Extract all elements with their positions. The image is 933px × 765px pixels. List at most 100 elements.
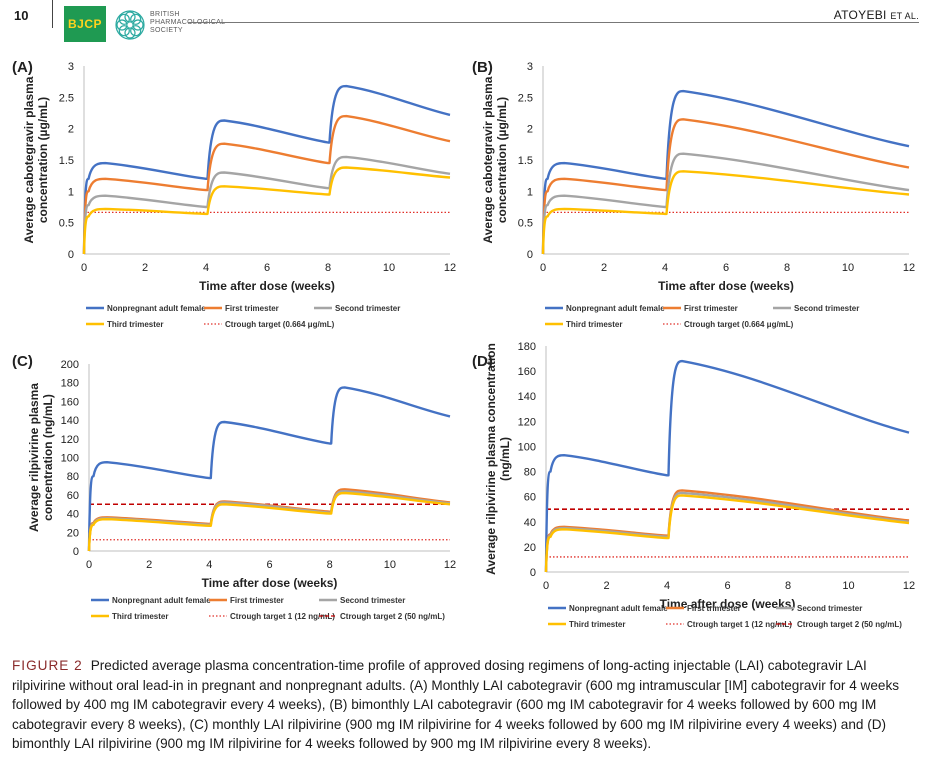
legend-label: Nonpregnant adult female	[107, 304, 206, 313]
panel-label: (A)	[12, 59, 33, 76]
series-line	[82, 166, 451, 255]
y-axis-title-line: (ng/mL)	[498, 437, 512, 481]
journal-logo: BJCP	[64, 6, 106, 42]
author-name: ATOYEBI	[833, 8, 887, 22]
y-tick-label: 2.5	[59, 92, 74, 104]
society-line: PHARMACOLOGICAL	[150, 19, 225, 27]
y-tick-label: 20	[524, 542, 536, 554]
y-tick-label: 1.5	[518, 155, 533, 167]
series-line	[87, 491, 451, 552]
legend-label: First trimester	[684, 304, 738, 313]
x-tick-label: 12	[444, 262, 456, 274]
series-line	[544, 494, 910, 573]
x-tick-label: 10	[842, 262, 854, 274]
y-axis-title-line: concentration (ng/mL)	[41, 394, 55, 521]
x-tick-label: 2	[146, 559, 152, 571]
y-tick-label: 0	[530, 567, 536, 579]
y-tick-label: 80	[67, 471, 79, 483]
legend-label: Ctrough target 2 (50 ng/mL)	[797, 620, 902, 629]
society-line: SOCIETY	[150, 27, 183, 34]
x-tick-label: 12	[444, 559, 456, 571]
legend-label: Ctrough target (0.664 μg/mL)	[225, 320, 335, 329]
series-line	[541, 118, 910, 255]
caption-label: FIGURE 2	[12, 658, 83, 673]
legend-label: First trimester	[687, 604, 741, 613]
y-tick-label: 60	[67, 490, 79, 502]
legend-label: Third trimester	[107, 320, 163, 329]
y-tick-label: 40	[524, 517, 536, 529]
y-tick-label: 1	[527, 186, 533, 198]
y-axis-title-line: Average rilpivirine plasma concentration	[484, 343, 498, 575]
x-tick-label: 0	[81, 262, 87, 274]
series-line	[82, 84, 451, 255]
y-tick-label: 120	[61, 434, 79, 446]
legend-label: Ctrough target (0.664 μg/mL)	[684, 320, 794, 329]
x-tick-label: 8	[785, 580, 791, 592]
figure-caption: FIGURE 2 Predicted average plasma concent…	[12, 656, 917, 754]
page-number: 10	[14, 8, 29, 23]
legend-label: Third trimester	[112, 612, 168, 621]
y-tick-label: 120	[518, 416, 536, 428]
y-axis-title-line: concentration (µg/mL)	[36, 97, 50, 223]
x-tick-label: 10	[842, 580, 854, 592]
x-tick-label: 12	[903, 580, 915, 592]
y-tick-label: 1	[68, 186, 74, 198]
y-tick-label: 60	[524, 492, 536, 504]
legend-label: First trimester	[230, 596, 284, 605]
y-tick-label: 160	[518, 366, 536, 378]
x-tick-label: 0	[543, 580, 549, 592]
legend-label: First trimester	[225, 304, 279, 313]
series-line	[82, 114, 451, 255]
series-line	[541, 152, 910, 255]
legend-label: Third trimester	[566, 320, 622, 329]
panel-label: (B)	[472, 59, 493, 76]
y-tick-label: 3	[68, 61, 74, 73]
legend-label: Nonpregnant adult female	[112, 596, 211, 605]
y-axis-title-line: Average cabotegravir plasma	[481, 76, 495, 243]
series-line	[544, 359, 910, 573]
legend-label: Second trimester	[797, 604, 862, 613]
x-tick-label: 6	[723, 262, 729, 274]
x-tick-label: 2	[142, 262, 148, 274]
y-tick-label: 180	[61, 378, 79, 390]
x-tick-label: 8	[325, 262, 331, 274]
legend-label: Second trimester	[335, 304, 400, 313]
x-tick-label: 0	[86, 559, 92, 571]
x-tick-label: 10	[383, 262, 395, 274]
running-author: ATOYEBI ET AL.	[834, 8, 919, 22]
x-tick-label: 2	[603, 580, 609, 592]
y-axis-title: Average rilpivirine plasma concentration …	[27, 383, 55, 532]
series-line	[87, 386, 451, 552]
legend-label: Nonpregnant adult female	[566, 304, 665, 313]
x-tick-label: 8	[784, 262, 790, 274]
x-tick-label: 6	[264, 262, 270, 274]
society-line: BRITISH	[150, 11, 180, 18]
header-rule	[188, 22, 919, 23]
x-axis-title: Time after dose (weeks)	[658, 279, 794, 293]
y-tick-label: 0	[527, 249, 533, 261]
y-axis-title: Average rilpivirine plasma concentration…	[484, 343, 512, 575]
y-tick-label: 3	[527, 61, 533, 73]
header-divider	[52, 0, 53, 28]
x-tick-label: 4	[206, 559, 212, 571]
x-tick-label: 6	[724, 580, 730, 592]
x-tick-label: 4	[203, 262, 209, 274]
y-axis-title-line: Average rilpivirine plasma	[27, 383, 41, 532]
y-tick-label: 0.5	[59, 218, 74, 230]
author-suffix: ET AL.	[890, 11, 919, 21]
society-name: BRITISH PHARMACOLOGICAL SOCIETY	[150, 11, 225, 35]
y-tick-label: 2.5	[518, 92, 533, 104]
y-tick-label: 0	[68, 249, 74, 261]
legend-label: Ctrough target 1 (12 ng/mL)	[687, 620, 792, 629]
x-tick-label: 6	[266, 559, 272, 571]
y-axis-title-line: Average cabotegravir plasma	[22, 76, 36, 243]
y-tick-label: 0.5	[518, 218, 533, 230]
series-line	[82, 155, 451, 255]
y-tick-label: 2	[68, 124, 74, 136]
page-header: 10 BJCP BRITISH PHARMACOLOGICAL SOCIETY …	[0, 0, 933, 46]
x-axis-title: Time after dose (weeks)	[199, 279, 335, 293]
chart-panel: (A) 0 0.5 1 1.5 2 2.5 3 0 2 4 6 8 10 12 Time after dose…	[12, 59, 456, 329]
y-tick-label: 100	[518, 441, 536, 453]
y-tick-label: 100	[61, 453, 79, 465]
legend-label: Ctrough target 2 (50 ng/mL)	[340, 612, 445, 621]
